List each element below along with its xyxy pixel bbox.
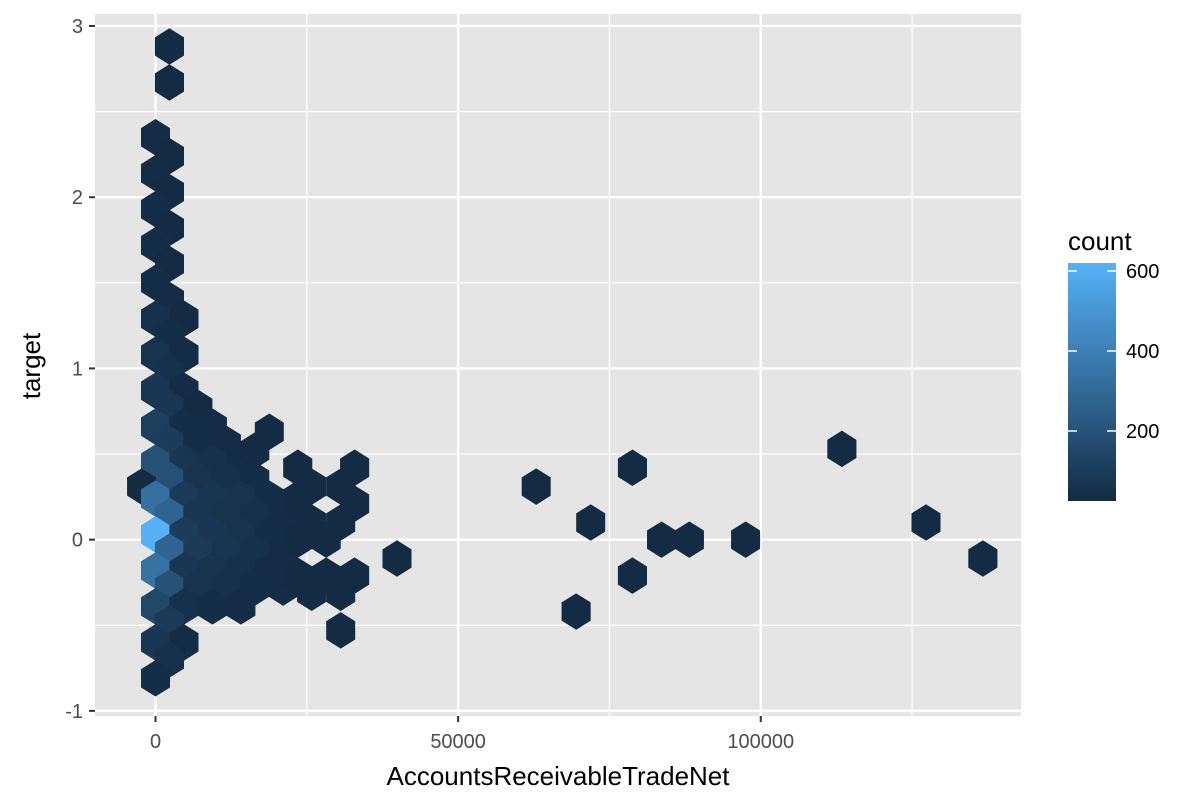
hex-bin [382,540,412,577]
y-tick-label: -1 [65,701,83,723]
hex-bin [297,574,327,611]
legend-tick-label: 200 [1126,421,1159,443]
y-axis: -1 0 1 2 3 [65,16,95,723]
hex-bin [827,430,857,468]
legend-title: count [1068,226,1132,256]
hex-bin [521,468,551,505]
legend-tick-label: 600 [1126,261,1159,283]
hex-bin [911,504,941,541]
legend-tick-label: 400 [1126,341,1159,363]
hex-bin [617,557,648,594]
y-axis-title: target [16,332,46,399]
x-axis: 0 50000 100000 [150,716,794,753]
hex-layer [127,28,998,697]
hex-bin [731,521,761,558]
legend: count 200 400 600 [1068,226,1159,501]
hex-bin [141,660,170,697]
hex-bin [576,504,606,541]
x-tick-label: 100000 [727,731,794,753]
hex-bin [561,593,591,630]
x-tick-label: 50000 [430,731,486,753]
y-tick-label: 1 [72,358,83,380]
hex-bin [154,64,184,101]
hex-bin [968,540,998,577]
y-tick-label: 0 [72,530,83,552]
hex-bin [326,612,356,649]
minor-grid [95,14,1021,716]
hex-bin [617,449,648,486]
y-tick-label: 3 [72,16,83,38]
y-tick-label: 2 [72,187,83,209]
hex-bin [674,521,704,558]
x-tick-label: 0 [150,731,161,753]
legend-ticks: 200 400 600 [1068,261,1159,443]
hex-bin [226,588,256,625]
x-axis-title: AccountsReceivableTradeNet [387,761,731,791]
legend-colorbar [1068,263,1116,501]
hex-bin [326,574,356,611]
